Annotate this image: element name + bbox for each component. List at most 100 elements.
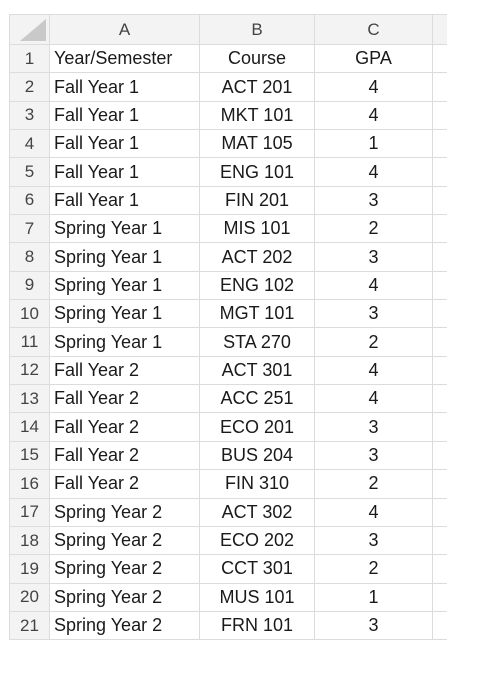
cell-year-semester[interactable]: Spring Year 1 <box>49 242 200 272</box>
cell-overflow[interactable] <box>432 299 447 329</box>
cell-year-semester[interactable]: Spring Year 1 <box>49 270 200 301</box>
cell-year-semester[interactable]: Fall Year 1 <box>49 157 200 187</box>
cell-course[interactable]: MUS 101 <box>199 582 315 612</box>
cell-overflow[interactable] <box>432 327 447 357</box>
cell-overflow[interactable] <box>432 214 447 244</box>
column-header-a[interactable]: A <box>49 14 200 45</box>
cell-overflow[interactable] <box>432 72 447 102</box>
cell-overflow[interactable] <box>432 157 447 187</box>
row-number[interactable]: 2 <box>9 72 50 102</box>
cell-course[interactable]: ACT 201 <box>199 72 315 102</box>
cell-year-semester[interactable]: Fall Year 2 <box>49 440 200 471</box>
row-number[interactable]: 6 <box>9 185 50 216</box>
cell-course[interactable]: MIS 101 <box>199 214 315 244</box>
cell-course[interactable]: ACT 302 <box>199 497 315 527</box>
cell-gpa[interactable]: 3 <box>314 185 433 216</box>
cell-overflow[interactable] <box>432 100 447 131</box>
cell-year-semester[interactable]: Spring Year 2 <box>49 582 200 612</box>
cell-overflow[interactable] <box>432 497 447 527</box>
cell-gpa[interactable]: 4 <box>314 157 433 187</box>
cell-overflow[interactable] <box>432 412 447 442</box>
cell-gpa[interactable]: 2 <box>314 469 433 499</box>
row-number[interactable]: 18 <box>9 525 50 556</box>
cell-gpa[interactable]: 4 <box>314 384 433 414</box>
cell-course[interactable]: MKT 101 <box>199 100 315 131</box>
cell-overflow[interactable] <box>432 384 447 414</box>
cell-overflow[interactable] <box>432 554 447 584</box>
cell-year-semester[interactable]: Fall Year 1 <box>49 72 200 102</box>
cell-overflow[interactable] <box>432 129 447 159</box>
cell-year-semester[interactable]: Spring Year 2 <box>49 610 200 641</box>
cell-overflow[interactable] <box>432 582 447 612</box>
row-number[interactable]: 21 <box>9 610 50 641</box>
cell-overflow[interactable] <box>432 610 447 641</box>
column-header-c[interactable]: C <box>314 14 433 45</box>
cell-course[interactable]: ACT 301 <box>199 355 315 386</box>
cell-course[interactable]: FIN 201 <box>199 185 315 216</box>
cell-overflow[interactable] <box>432 270 447 301</box>
cell-course[interactable]: ECO 202 <box>199 525 315 556</box>
cell-gpa[interactable]: GPA <box>314 43 433 74</box>
cell-course[interactable]: ACC 251 <box>199 384 315 414</box>
cell-course[interactable]: Course <box>199 43 315 74</box>
row-number[interactable]: 13 <box>9 384 50 414</box>
cell-gpa[interactable]: 3 <box>314 525 433 556</box>
select-all-corner[interactable] <box>9 14 50 45</box>
cell-overflow[interactable] <box>432 43 447 74</box>
row-number[interactable]: 15 <box>9 440 50 471</box>
row-number[interactable]: 4 <box>9 129 50 159</box>
row-number[interactable]: 20 <box>9 582 50 612</box>
row-number[interactable]: 7 <box>9 214 50 244</box>
cell-gpa[interactable]: 3 <box>314 299 433 329</box>
cell-year-semester[interactable]: Fall Year 2 <box>49 384 200 414</box>
cell-course[interactable]: ACT 202 <box>199 242 315 272</box>
cell-course[interactable]: MGT 101 <box>199 299 315 329</box>
cell-year-semester[interactable]: Fall Year 1 <box>49 100 200 131</box>
cell-gpa[interactable]: 1 <box>314 129 433 159</box>
cell-gpa[interactable]: 3 <box>314 242 433 272</box>
cell-gpa[interactable]: 1 <box>314 582 433 612</box>
cell-course[interactable]: MAT 105 <box>199 129 315 159</box>
cell-overflow[interactable] <box>432 440 447 471</box>
cell-course[interactable]: ECO 201 <box>199 412 315 442</box>
cell-gpa[interactable]: 4 <box>314 100 433 131</box>
cell-year-semester[interactable]: Spring Year 1 <box>49 327 200 357</box>
row-number[interactable]: 14 <box>9 412 50 442</box>
row-number[interactable]: 8 <box>9 242 50 272</box>
cell-year-semester[interactable]: Spring Year 1 <box>49 299 200 329</box>
cell-overflow[interactable] <box>432 469 447 499</box>
cell-gpa[interactable]: 4 <box>314 72 433 102</box>
cell-overflow[interactable] <box>432 525 447 556</box>
row-number[interactable]: 10 <box>9 299 50 329</box>
row-number[interactable]: 17 <box>9 497 50 527</box>
row-number[interactable]: 19 <box>9 554 50 584</box>
cell-year-semester[interactable]: Spring Year 2 <box>49 497 200 527</box>
row-number[interactable]: 5 <box>9 157 50 187</box>
cell-course[interactable]: CCT 301 <box>199 554 315 584</box>
row-number[interactable]: 9 <box>9 270 50 301</box>
row-number[interactable]: 12 <box>9 355 50 386</box>
cell-year-semester[interactable]: Fall Year 1 <box>49 185 200 216</box>
cell-year-semester[interactable]: Spring Year 1 <box>49 214 200 244</box>
cell-year-semester[interactable]: Fall Year 2 <box>49 469 200 499</box>
select-all-triangle-icon[interactable] <box>20 19 46 41</box>
cell-gpa[interactable]: 3 <box>314 412 433 442</box>
cell-gpa[interactable]: 4 <box>314 355 433 386</box>
cell-overflow[interactable] <box>432 242 447 272</box>
cell-course[interactable]: FRN 101 <box>199 610 315 641</box>
column-header-b[interactable]: B <box>199 14 315 45</box>
cell-year-semester[interactable]: Fall Year 2 <box>49 412 200 442</box>
row-number[interactable]: 3 <box>9 100 50 131</box>
column-header-overflow[interactable] <box>432 14 447 45</box>
cell-year-semester[interactable]: Fall Year 2 <box>49 355 200 386</box>
cell-course[interactable]: FIN 310 <box>199 469 315 499</box>
cell-year-semester[interactable]: Spring Year 2 <box>49 525 200 556</box>
cell-year-semester[interactable]: Fall Year 1 <box>49 129 200 159</box>
row-number[interactable]: 11 <box>9 327 50 357</box>
cell-gpa[interactable]: 3 <box>314 440 433 471</box>
cell-course[interactable]: BUS 204 <box>199 440 315 471</box>
cell-course[interactable]: ENG 102 <box>199 270 315 301</box>
cell-course[interactable]: ENG 101 <box>199 157 315 187</box>
cell-course[interactable]: STA 270 <box>199 327 315 357</box>
row-number[interactable]: 16 <box>9 469 50 499</box>
